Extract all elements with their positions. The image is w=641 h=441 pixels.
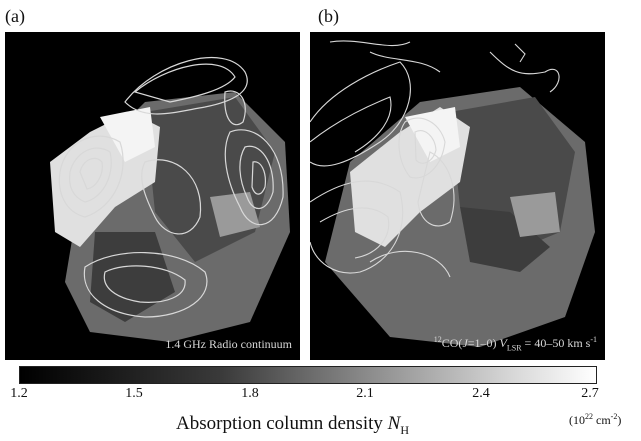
colorbar-label: Absorption column density NH <box>176 413 409 437</box>
mid-patch <box>210 192 260 237</box>
colorbar-unit: (1022 cm-2) <box>569 412 622 427</box>
colorbar-tick: 1.5 <box>125 386 143 401</box>
panel-b-image: 12CO(J=1–0) VLSR = 40–50 km s-1 <box>310 32 605 360</box>
colorbar-tick: 2.7 <box>581 386 599 401</box>
mid-patch <box>510 192 560 237</box>
colorbar-tick: 2.4 <box>472 386 490 401</box>
bright-rim-core <box>405 107 460 162</box>
colorbar-tick: 1.2 <box>10 386 28 401</box>
panel-b-map <box>310 40 595 347</box>
panel-a-image: 1.4 GHz Radio continuum <box>5 32 300 360</box>
colorbar-tick: 2.1 <box>356 386 374 401</box>
bright-rim-core <box>100 107 155 162</box>
radio-contours <box>58 57 284 318</box>
colorbar-tick: 1.8 <box>241 386 259 401</box>
panel-a-map <box>50 57 290 342</box>
dark-region-lower <box>90 232 175 322</box>
panel-a-label: (a) <box>5 6 25 26</box>
colorbar <box>19 366 597 384</box>
dark-region-lower <box>460 207 550 272</box>
panel-b-label: (b) <box>318 6 339 26</box>
panel-b-caption: 12CO(J=1–0) VLSR = 40–50 km s-1 <box>433 334 597 352</box>
panel-a-caption: 1.4 GHz Radio continuum <box>165 337 292 351</box>
co-contours <box>310 40 560 278</box>
